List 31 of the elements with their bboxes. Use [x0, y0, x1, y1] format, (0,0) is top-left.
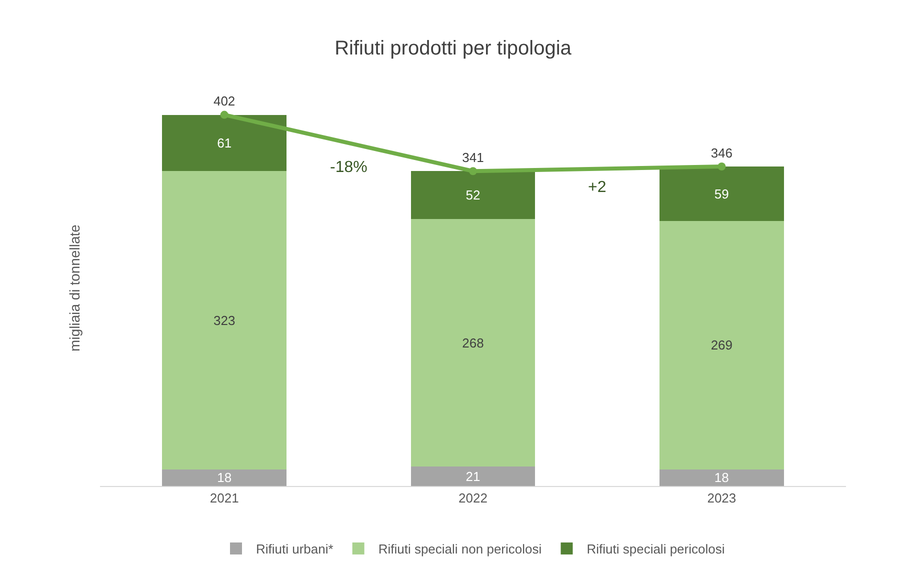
- x-tick-label: 2023: [707, 490, 736, 506]
- bar: [162, 114, 286, 172]
- bar: [410, 171, 536, 220]
- text: Rifiuti prodotti per tipologia: [334, 37, 572, 60]
- legend-label: Rifiuti speciali non pericolosi: [378, 542, 542, 557]
- data-label: 52: [466, 188, 480, 203]
- bar: [410, 219, 536, 467]
- bar: [660, 220, 784, 470]
- data-label: 402: [213, 94, 236, 109]
- data-label: 341: [462, 150, 484, 165]
- data-label: 269: [710, 338, 733, 353]
- data-label: 268: [462, 335, 484, 350]
- data-label: 18: [714, 470, 729, 486]
- data-label: 59: [714, 186, 729, 202]
- bar: [660, 166, 784, 221]
- data-label: 346: [710, 145, 733, 160]
- bar: [410, 466, 536, 486]
- data-label: 21: [466, 468, 480, 484]
- bar: [162, 171, 286, 470]
- bar: [162, 469, 286, 486]
- legend-label: Rifiuti speciali pericolosi: [586, 542, 725, 557]
- x-tick-label: 2021: [210, 490, 239, 506]
- data-label: 61: [217, 135, 232, 150]
- x-tick-label: 2022: [458, 490, 488, 506]
- data-label: 18: [217, 470, 232, 486]
- bar: [660, 469, 784, 486]
- data-label: 323: [213, 312, 236, 328]
- annotation: -18%: [330, 159, 368, 176]
- y-axis-title: migliaia di tonnellate: [66, 224, 83, 352]
- legend-label: Rifiuti urbani*: [256, 542, 334, 557]
- annotation: +2: [588, 179, 606, 196]
